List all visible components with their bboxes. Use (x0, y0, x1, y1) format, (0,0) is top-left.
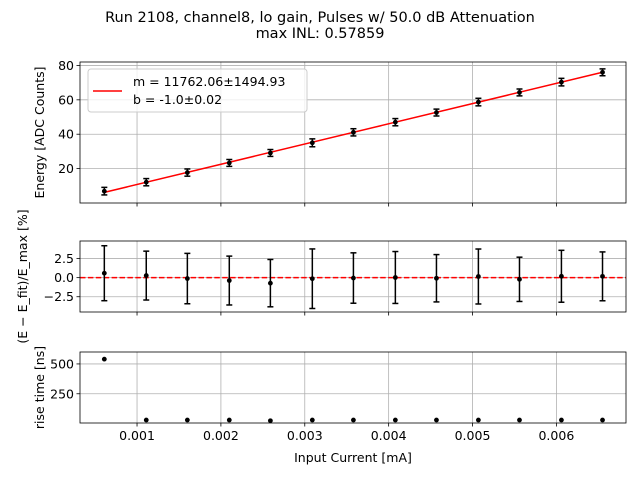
legend-box (87, 68, 308, 113)
energy-point-9 (475, 99, 481, 105)
risetime-xtick-label-4: 0.005 (455, 428, 491, 443)
energy-ytick-label-1: 40 (58, 127, 74, 142)
residual-ytick-label-2: 2.5 (54, 251, 74, 266)
figure-title-line2: max INL: 0.57859 (256, 26, 385, 42)
energy-point-6 (351, 129, 356, 135)
energy-point-8 (434, 110, 439, 115)
residual-point-7 (392, 275, 398, 280)
risetime-point-0 (101, 356, 107, 362)
risetime-point-4 (267, 418, 273, 424)
residual-point-8 (434, 275, 439, 281)
risetime-point-7 (392, 417, 398, 423)
energy-point-2 (184, 170, 190, 175)
energy-point-11 (559, 79, 564, 85)
energy-point-10 (517, 90, 522, 95)
residual-panel: −2.5 0.0 2.5 (E − E_fit)/E_max [%] (15, 209, 627, 344)
energy-ytick-label-3: 80 (58, 58, 74, 73)
energy-frame (79, 61, 627, 204)
residual-ytick-label-0: −2.5 (44, 289, 74, 304)
xlabel: Input Current [mA] (294, 450, 412, 465)
risetime-point-12 (600, 417, 605, 423)
residual-point-1 (143, 273, 149, 278)
risetime-point-3 (226, 417, 232, 423)
risetime-point-11 (559, 417, 564, 423)
residual-point-3 (226, 278, 232, 283)
residual-point-5 (309, 276, 315, 282)
residual-point-4 (267, 280, 273, 286)
energy-point-3 (226, 160, 232, 166)
risetime-xtick-label-2: 0.003 (287, 428, 323, 443)
residual-point-10 (517, 276, 522, 282)
risetime-point-1 (143, 417, 149, 423)
residual-ytick-label-1: 0.0 (54, 270, 74, 285)
energy-point-5 (309, 140, 315, 146)
risetime-point-2 (184, 417, 190, 423)
risetime-point-5 (309, 417, 315, 423)
risetime-panel: 0.001 0.002 0.003 0.004 0.005 0.006 250 500rise… (32, 346, 627, 465)
energy-ylabel: Energy [ADC Counts] (32, 66, 47, 198)
energy-point-7 (392, 119, 398, 125)
figure-title-line1: Run 2108, channel8, lo gain, Pulses w/ 5… (105, 10, 535, 26)
residual-point-2 (184, 276, 190, 281)
residual-frame (79, 240, 627, 313)
risetime-point-6 (351, 417, 356, 423)
residual-point-6 (351, 275, 356, 281)
energy-point-4 (267, 150, 273, 156)
risetime-xtick-label-3: 0.004 (371, 428, 407, 443)
legend: m = 11762.06±1494.93 b = -1.0±0.02 (87, 68, 308, 113)
residual-point-9 (475, 274, 481, 279)
residual-point-12 (600, 273, 605, 279)
risetime-xtick-label-5: 0.006 (538, 428, 574, 443)
risetime-ylabel: rise time [ns] (32, 346, 47, 429)
energy-point-1 (143, 179, 149, 185)
energy-ytick-label-0: 20 (58, 161, 74, 176)
energy-panel: 20 40 60 80 Energy [ADC Counts] m = 11762.06±… (32, 58, 627, 207)
energy-ytick-label-2: 60 (58, 92, 74, 107)
risetime-point-10 (517, 417, 522, 423)
residual-point-0 (101, 270, 107, 276)
risetime-frame (79, 351, 627, 424)
risetime-xtick-label-1: 0.002 (203, 428, 239, 443)
risetime-xtick-label-0: 0.001 (119, 428, 155, 443)
energy-point-12 (600, 69, 605, 75)
legend-intercept: b = -1.0±0.02 (133, 92, 222, 107)
risetime-point-8 (434, 417, 439, 423)
residual-ylabel: (E − E_fit)/E_max [%] (15, 209, 30, 343)
energy-point-0 (101, 188, 107, 194)
residual-point-11 (559, 273, 564, 279)
risetime-ytick-label-1: 500 (50, 356, 74, 371)
risetime-point-9 (475, 417, 481, 423)
risetime-ytick-label-0: 250 (50, 386, 74, 401)
legend-slope: m = 11762.06±1494.93 (133, 74, 285, 89)
